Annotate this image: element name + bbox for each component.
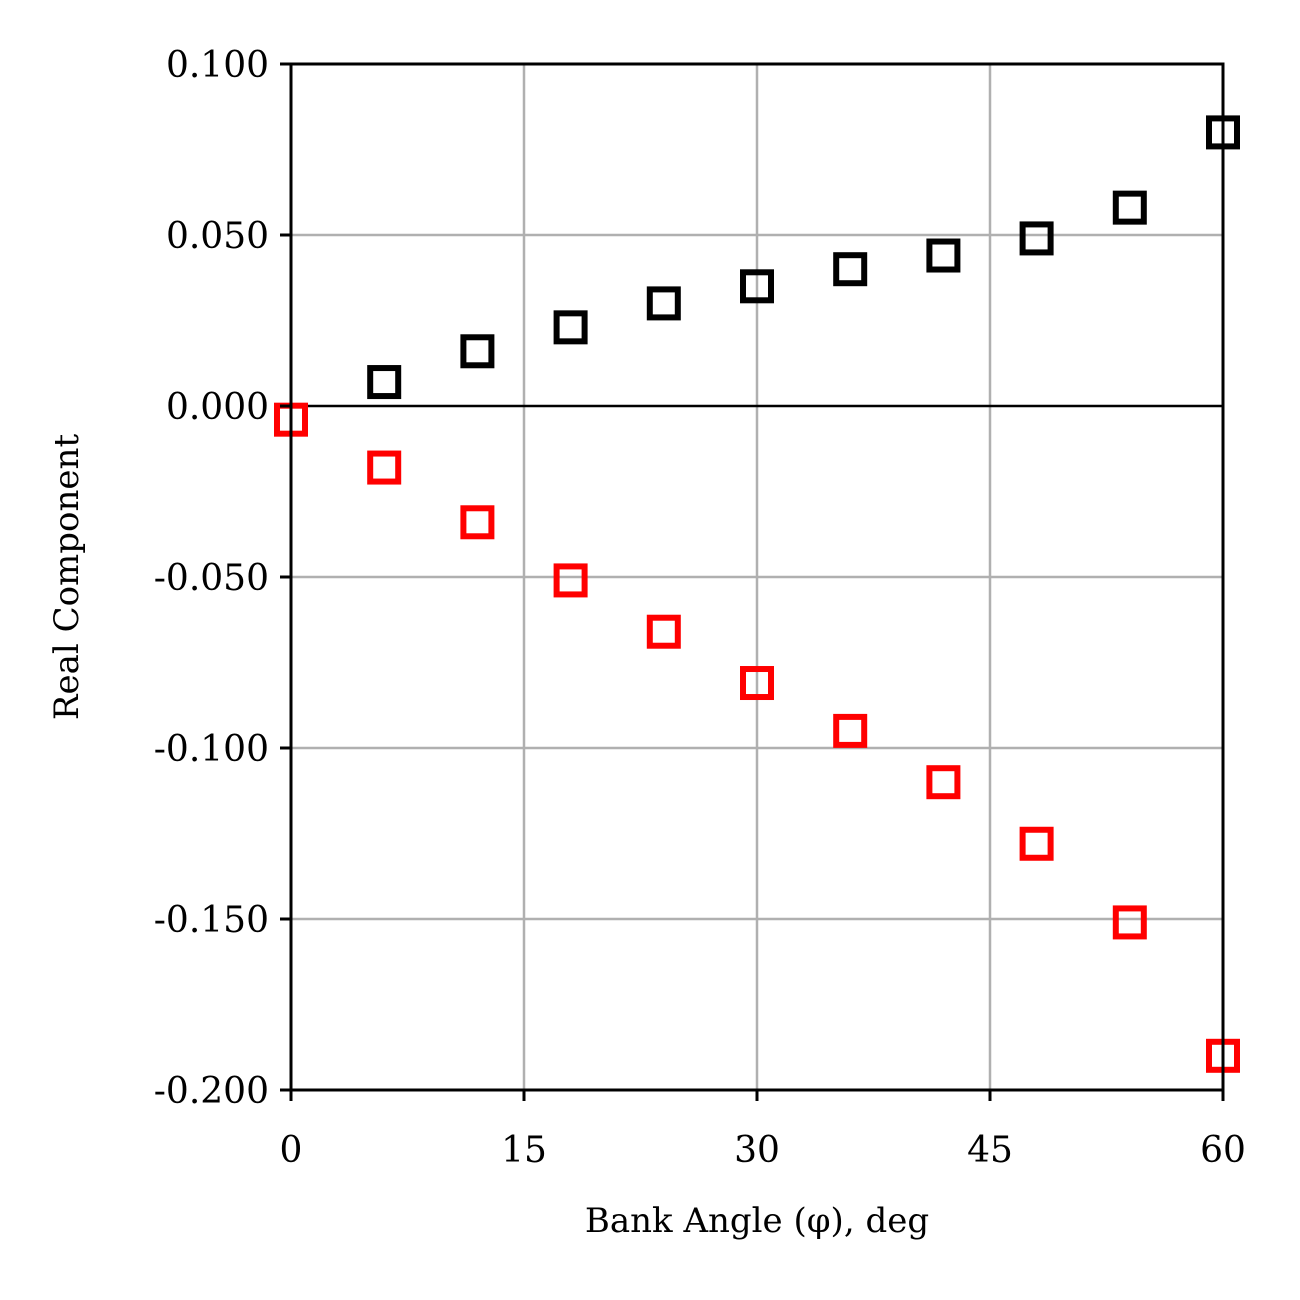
tick-labels: 0 15 30 45 60 -0.200 -0.150 -0.100 -0.050 0.000 0.… <box>154 45 1246 1171</box>
grid-lines <box>291 64 1223 1090</box>
data-point <box>646 286 681 321</box>
x-tick-label: 45 <box>967 1130 1013 1171</box>
data-point <box>1019 826 1054 861</box>
data-point <box>367 365 402 400</box>
data-point <box>646 614 681 649</box>
data-point <box>740 666 774 701</box>
data-point <box>460 334 495 369</box>
data-point <box>740 269 774 304</box>
data-point <box>553 310 588 345</box>
x-tick-label: 0 <box>280 1130 303 1171</box>
y-tick-label: 0.050 <box>166 216 269 257</box>
axis-ticks <box>280 62 1225 1101</box>
data-point <box>833 252 868 287</box>
x-tick-label: 30 <box>734 1130 780 1171</box>
y-axis-title: Real Component <box>47 434 87 721</box>
y-tick-label: -0.050 <box>154 558 269 599</box>
data-point <box>460 505 495 540</box>
y-tick-label: -0.150 <box>154 900 269 941</box>
data-point <box>926 765 961 800</box>
x-axis-title: Bank Angle (φ), deg <box>585 1201 929 1241</box>
y-tick-label: -0.200 <box>154 1071 269 1112</box>
data-point <box>833 713 868 748</box>
x-tick-label: 15 <box>501 1130 547 1171</box>
series-0 <box>367 115 1240 400</box>
data-series <box>274 115 1240 1073</box>
data-point <box>926 238 961 273</box>
data-point <box>553 563 588 598</box>
data-point <box>367 450 402 485</box>
y-tick-label: -0.100 <box>154 729 269 770</box>
y-tick-label: 0.100 <box>166 45 269 86</box>
data-point <box>1019 221 1054 256</box>
x-tick-label: 60 <box>1200 1130 1246 1171</box>
series-1 <box>274 402 1240 1073</box>
data-point <box>1112 905 1147 940</box>
y-tick-label: 0.000 <box>166 387 269 428</box>
data-point <box>1112 190 1147 225</box>
